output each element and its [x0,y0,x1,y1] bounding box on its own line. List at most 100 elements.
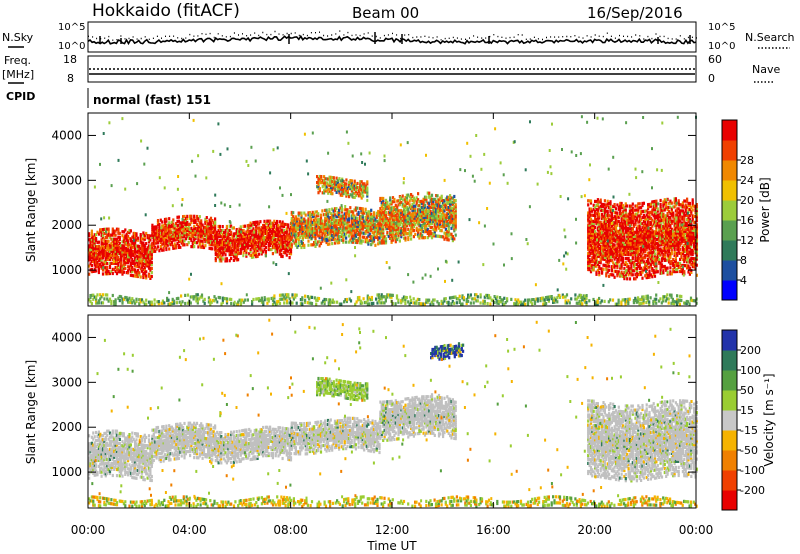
power-cell [277,246,280,250]
power-cell [197,235,200,239]
power-cell [179,229,182,233]
power-cell [134,274,137,278]
power-cell [289,252,293,256]
power-cell [139,233,142,237]
power-cell [172,222,175,226]
power-cell [104,254,107,258]
power-cell [158,232,161,237]
power-cell [308,221,311,225]
power-cell [177,223,180,227]
power-cell [104,241,107,246]
power-cell [249,243,252,247]
power-cell [131,241,134,245]
power-cell [225,237,228,241]
power-cell [107,247,110,251]
power-cell [88,256,91,260]
power-cell [221,239,224,243]
power-cell [262,242,265,246]
power-cell [248,252,251,256]
power-cell [121,266,124,270]
power-cell [293,227,296,231]
power-cell [170,224,173,228]
power-cell [230,246,233,250]
power-cell [259,238,262,242]
power-cell [256,220,259,224]
power-cell [93,243,96,247]
power-cell [311,229,314,233]
power-cell [161,232,164,236]
power-cell [264,227,267,231]
power-cell [161,228,164,232]
power-cell [303,227,306,231]
power-cell [263,244,266,248]
power-cell [122,254,125,258]
power-cell [245,236,248,240]
power-cell [121,264,124,268]
power-cell [101,248,105,252]
power-cell [139,235,142,239]
power-cell [165,247,168,252]
power-cell [191,240,194,245]
power-cell [220,247,223,251]
power-cell [115,268,119,272]
power-cell [205,216,208,220]
power-cell [303,221,306,225]
power-cell [271,235,274,239]
nave-right-tick-bottom: 0 [708,72,715,85]
power-cell [241,239,244,243]
power-cell [172,230,175,234]
power-cell [128,229,131,233]
power-cell [120,260,123,264]
power-cell [104,243,107,248]
power-cell [131,267,134,272]
power-cell [217,247,220,251]
power-cell [237,246,240,250]
power-cell [132,254,135,258]
power-cell [290,245,293,249]
power-cell [124,234,127,238]
power-cell [237,239,240,244]
power-cell [253,249,256,253]
power-cell [128,231,131,235]
power-cell [631,202,634,206]
power-cell [274,244,277,248]
power-cell [177,233,180,237]
power-cell [155,235,158,239]
power-cell [292,231,295,235]
power-cell [293,229,296,233]
power-cell [151,225,154,229]
power-cell [120,264,123,268]
power-cell [106,251,109,256]
power-cell [168,235,171,239]
power-cell [626,204,629,208]
power-cell [145,252,148,256]
power-cell [214,234,217,238]
power-cell [88,234,91,238]
power-cell [228,238,231,243]
power-cell [301,217,304,221]
power-cell [104,266,107,270]
power-cell [208,228,211,232]
power-cell [120,266,123,270]
power-cell [304,223,307,227]
power-cell [248,233,251,238]
power-cell [221,243,224,247]
power-cell [204,234,207,238]
power-cell [183,229,186,233]
power-cell [163,225,167,230]
power-cell [300,225,303,229]
power-cell [145,242,148,246]
power-cell [143,235,146,239]
power-cell [241,229,244,233]
power-cell [143,272,146,276]
power-cell [193,232,196,237]
power-cell [281,222,284,226]
power-cell [231,248,234,252]
power-cell [114,257,117,261]
power-cell [194,235,197,239]
power-cell [139,267,142,271]
power-cell [306,219,309,223]
power-cell [190,218,193,222]
power-cell [103,242,106,246]
power-cell [234,242,237,246]
